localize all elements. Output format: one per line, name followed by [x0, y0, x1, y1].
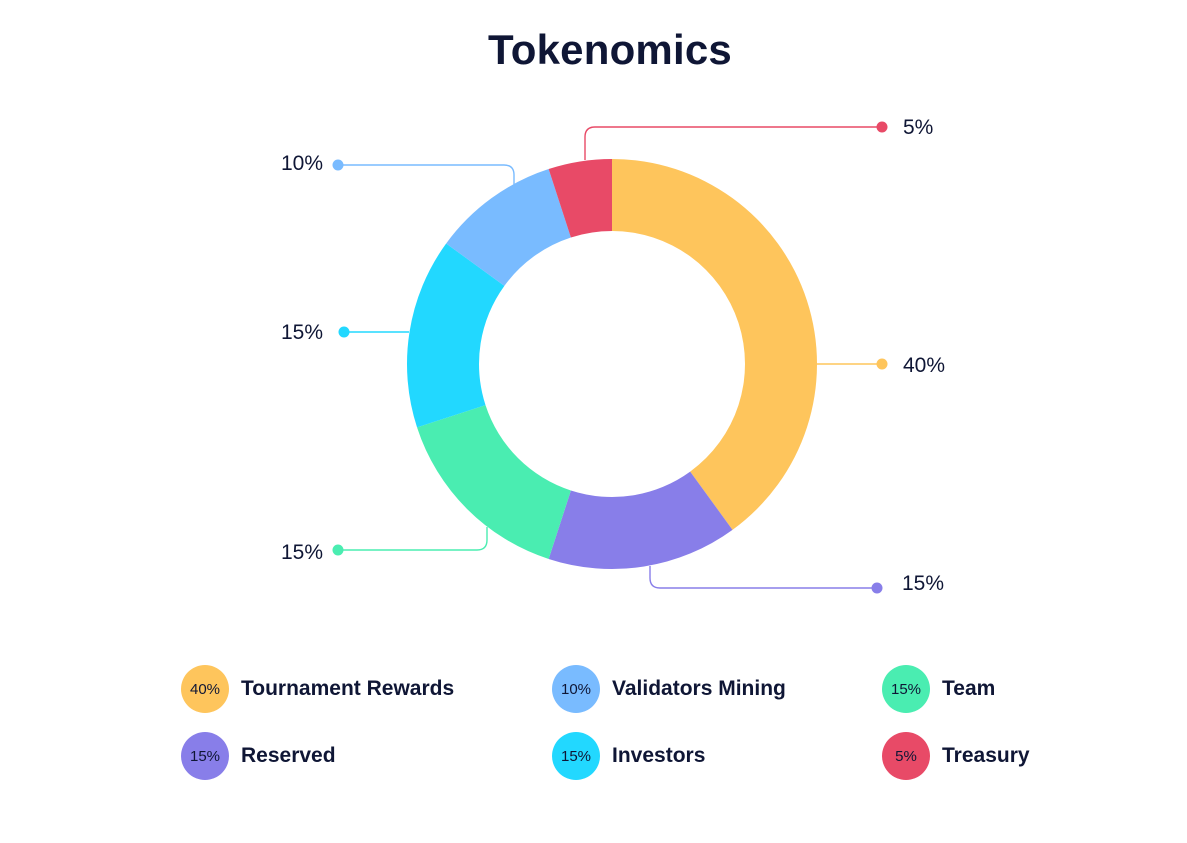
legend-label: Investors: [612, 744, 706, 767]
leader-line-reserved: [649, 566, 877, 589]
value-label-validators-mining: 10%: [281, 152, 323, 175]
leader-dot-investors: [338, 326, 350, 338]
donut-slice-reserved: [548, 471, 733, 570]
legend-item-team: 15% Team: [882, 664, 995, 714]
chart-title: Tokenomics: [488, 26, 732, 73]
donut-slice-team: [417, 405, 571, 559]
value-label-team: 15%: [281, 541, 323, 564]
value-label-investors: 15%: [281, 321, 323, 344]
legend-swatch: 10%: [552, 665, 600, 713]
legend-item-investors: 15% Investors: [552, 731, 705, 781]
legend-swatch: 40%: [181, 665, 229, 713]
leader-line-team: [338, 527, 488, 551]
leader-dot-treasury: [876, 121, 888, 133]
legend-swatch: 15%: [882, 665, 930, 713]
leader-line-validators-mining: [338, 164, 515, 186]
leader-dot-validators-mining: [332, 159, 344, 171]
value-label-treasury: 5%: [903, 116, 933, 139]
legend-item-tournament-rewards: 40% Tournament Rewards: [181, 664, 454, 714]
legend-item-treasury: 5% Treasury: [882, 731, 1030, 781]
legend-swatch: 15%: [181, 732, 229, 780]
donut-slice-tournament-rewards: [612, 159, 818, 530]
legend-item-reserved: 15% Reserved: [181, 731, 336, 781]
leader-dot-reserved: [871, 582, 883, 594]
leader-line-treasury: [584, 126, 882, 160]
legend-label: Reserved: [241, 744, 336, 767]
legend-swatch: 5%: [882, 732, 930, 780]
value-label-tournament-rewards: 40%: [903, 354, 945, 377]
donut-slice-validators-mining: [446, 169, 571, 286]
donut-slice-investors: [407, 243, 505, 428]
legend-label: Tournament Rewards: [241, 677, 455, 700]
legend-label: Validators Mining: [612, 677, 786, 700]
leader-dot-tournament-rewards: [876, 358, 888, 370]
leader-dot-team: [332, 544, 344, 556]
legend-label: Team: [942, 677, 996, 700]
donut-slice-treasury: [548, 159, 612, 238]
legend-swatch: 15%: [552, 732, 600, 780]
legend-item-validators-mining: 10% Validators Mining: [552, 664, 786, 714]
legend-label: Treasury: [942, 744, 1030, 767]
value-label-reserved: 15%: [902, 572, 944, 595]
